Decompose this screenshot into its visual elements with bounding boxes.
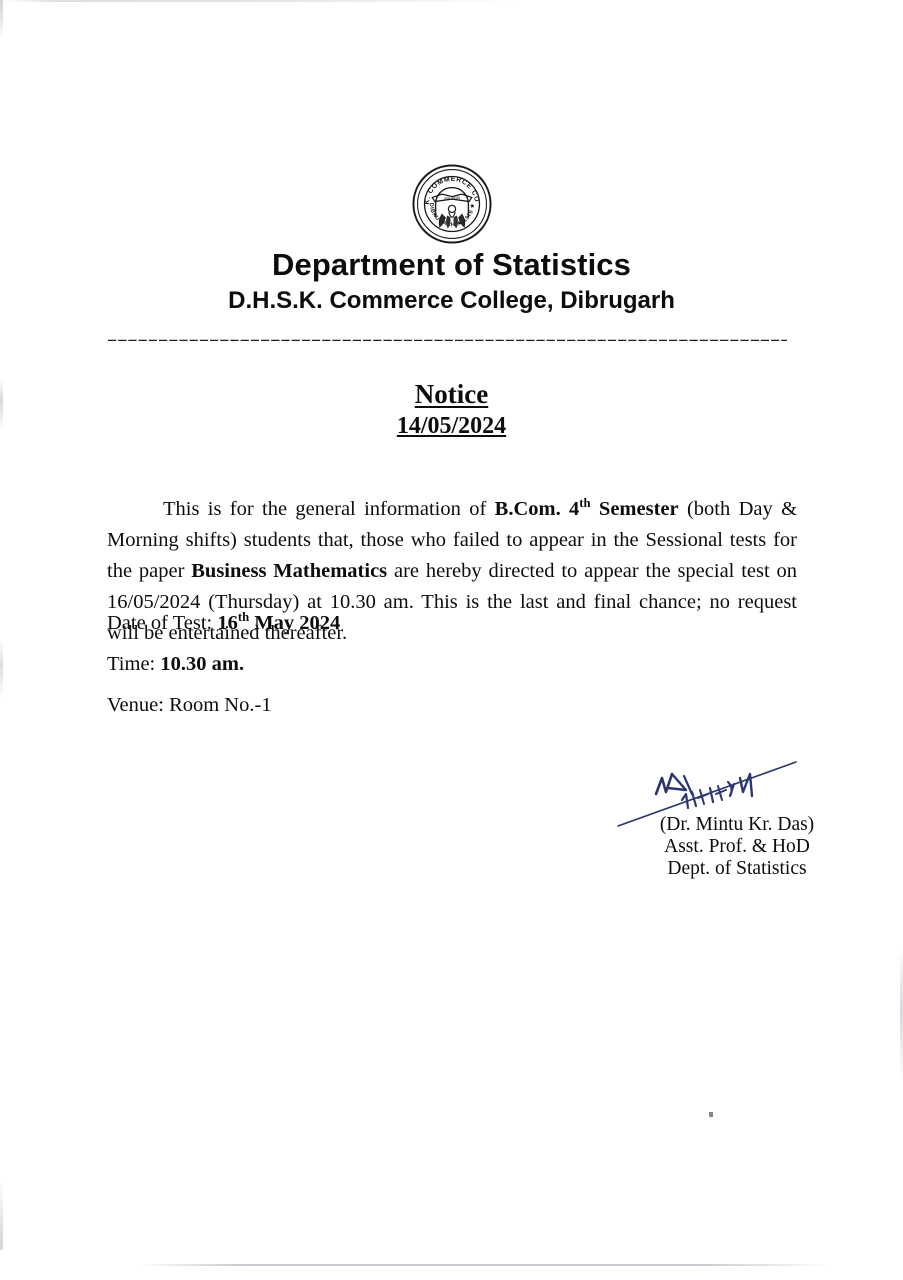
date-of-test-value: 16 — [217, 612, 238, 634]
notice-date: 14/05/2024 — [396, 413, 507, 439]
svg-text:ज्ञान शक्ति: ज्ञान शक्ति — [444, 196, 461, 201]
detail-row-time: Time: 10.30 am. — [107, 653, 707, 675]
signatory-designation: Asst. Prof. & HoD — [664, 836, 810, 857]
notice-body-paragraph: This is for the general information of B… — [107, 494, 797, 649]
notice-heading: Notice — [414, 379, 489, 409]
scan-edge-left — [0, 0, 3, 1250]
signatory-department: Dept. of Statistics — [667, 858, 807, 879]
document-header-titles: Department of Statistics D.H.S.K. Commer… — [0, 246, 903, 317]
scan-edge-bottom — [0, 1264, 903, 1266]
detail-row-venue: Venue: Room No.-1 — [107, 694, 707, 716]
scan-edge-right — [900, 0, 903, 1250]
body-text-3: are hereby directed to appear the specia… — [107, 559, 798, 644]
body-text-2: (both Day & Morning shifts) students tha… — [107, 497, 798, 582]
notice-details-list: Date of Test: 16th May 2024 Time: 10.30 … — [107, 610, 707, 735]
body-bold-subject: Business Mathematics — [191, 559, 388, 582]
department-title: Department of Statistics — [272, 247, 631, 282]
handwritten-signature — [600, 748, 850, 883]
college-seal-icon: D.H.S.K. COMMERCE COLLEGE DIBRUGARH ★ 19… — [408, 158, 493, 245]
ordinal-suffix-semester: th — [579, 495, 591, 510]
scan-speck-artifact — [709, 1112, 713, 1117]
signature-name-block: (Dr. Mintu Kr. Das) Asst. Prof. & HoD De… — [612, 814, 862, 880]
date-of-test-value-tail: May 2024 — [249, 612, 341, 634]
venue-value: Room No.-1 — [169, 694, 272, 716]
time-label: Time: — [107, 653, 161, 675]
header-divider-rule: ========================================… — [107, 337, 787, 345]
date-of-test-label: Date of Test: — [107, 612, 218, 634]
signatory-name: (Dr. Mintu Kr. Das) — [659, 814, 815, 835]
time-value: 10.30 am. — [160, 653, 245, 675]
body-text-1: This is for the general information of — [163, 497, 495, 520]
institution-title: D.H.S.K. Commerce College, Dibrugarh — [228, 287, 675, 314]
body-bold-course: B.Com. 4 — [494, 497, 580, 520]
scan-edge-top — [0, 0, 903, 2]
ordinal-suffix-date: th — [237, 610, 250, 625]
detail-row-date-of-test: Date of Test: 16th May 2024 — [107, 610, 707, 634]
notice-heading-block: Notice 14/05/2024 — [0, 378, 903, 441]
body-bold-course-tail: Semester — [590, 497, 679, 520]
venue-label: Venue: — [107, 694, 170, 716]
